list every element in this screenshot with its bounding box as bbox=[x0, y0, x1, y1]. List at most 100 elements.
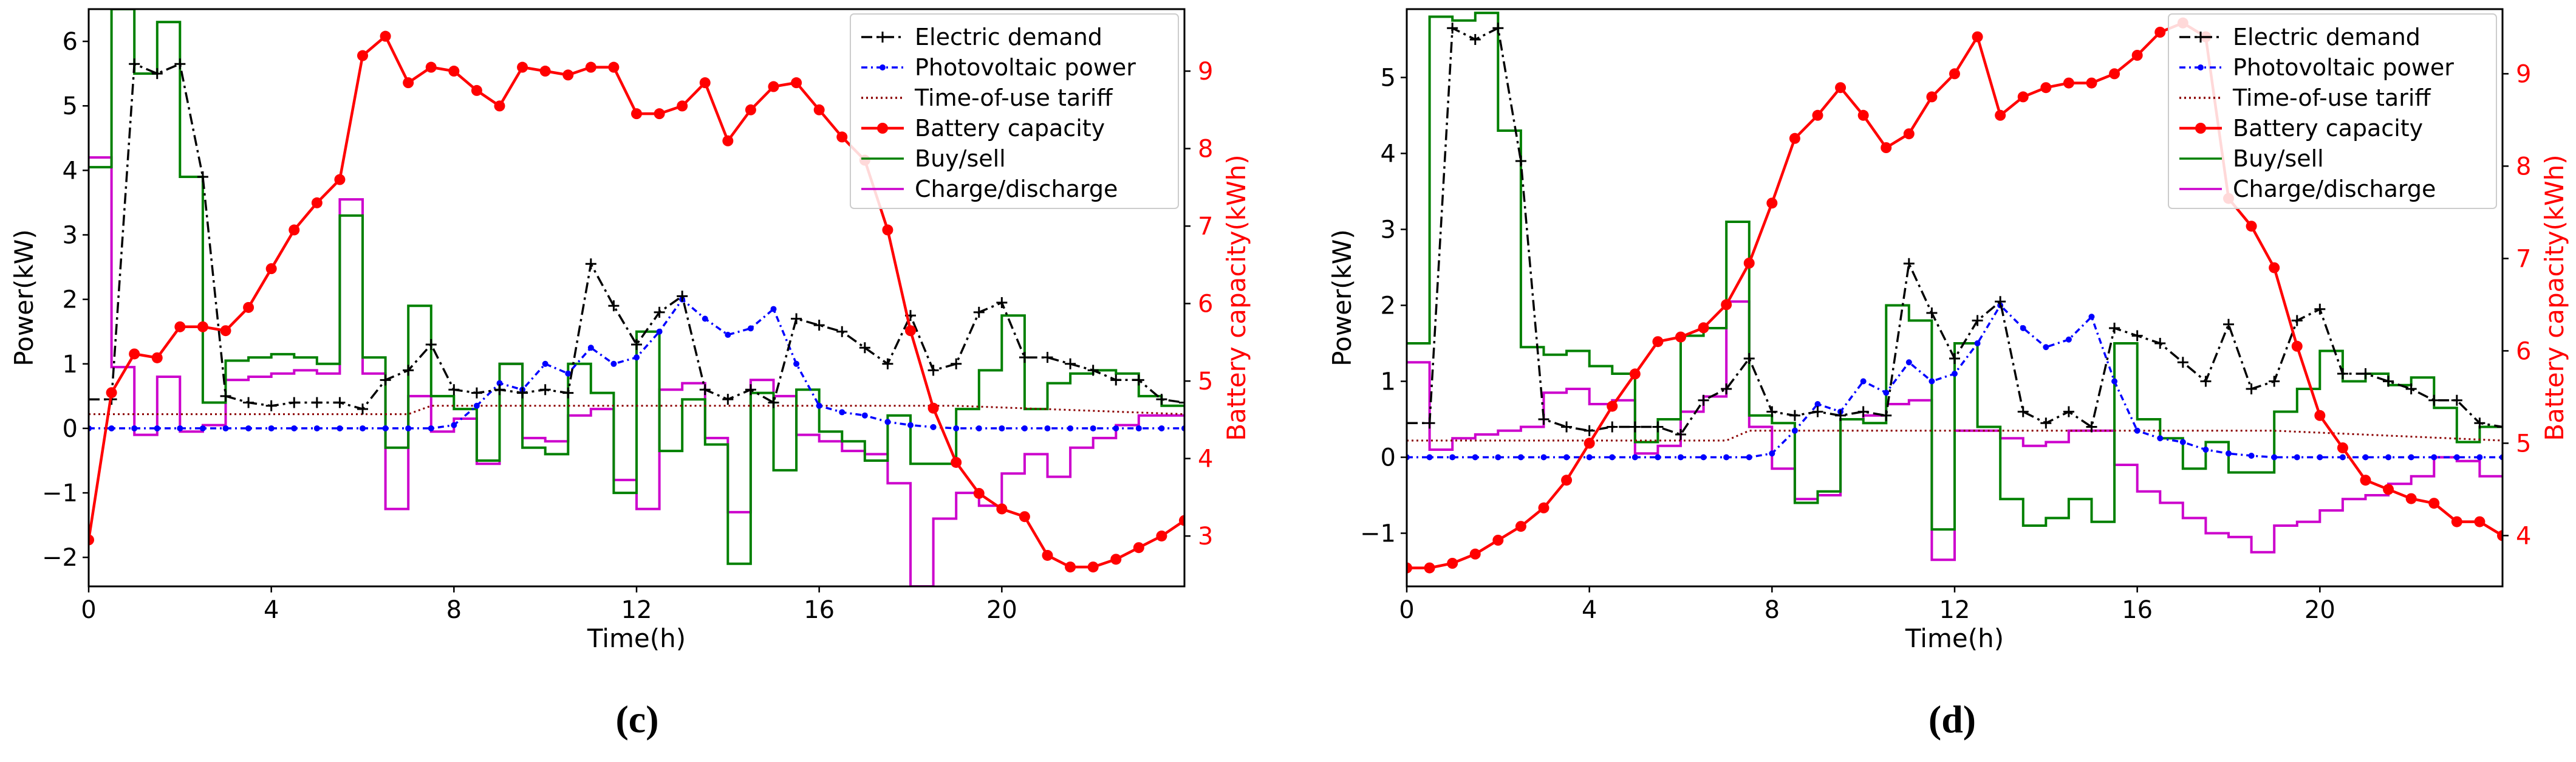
battery-point bbox=[1995, 109, 2006, 121]
pv-point bbox=[1021, 425, 1028, 431]
pv-point bbox=[2385, 454, 2392, 461]
battery-point bbox=[585, 61, 596, 73]
pv-point bbox=[1563, 454, 1570, 461]
battery-point bbox=[1447, 558, 1458, 569]
legend-item-battery: Battery capacity bbox=[861, 115, 1105, 142]
demand-point bbox=[813, 320, 825, 331]
y2-tick-label: 5 bbox=[1198, 368, 1213, 396]
pv-point bbox=[1655, 454, 1661, 461]
demand-point bbox=[2405, 383, 2417, 394]
buy-sell-series bbox=[1407, 12, 2503, 531]
battery-point bbox=[243, 301, 255, 313]
demand-point bbox=[2109, 323, 2120, 334]
y2-tick-label: 3 bbox=[1198, 523, 1213, 551]
battery-point bbox=[2269, 262, 2280, 273]
legend-marker-demand bbox=[2195, 32, 2206, 43]
battery-point bbox=[1835, 82, 1847, 94]
battery-point bbox=[951, 456, 962, 468]
battery-point bbox=[699, 77, 711, 89]
pv-point bbox=[1769, 450, 1775, 457]
pv-point bbox=[839, 409, 846, 416]
battery-point bbox=[768, 81, 779, 92]
battery-point bbox=[471, 84, 482, 96]
x-axis-label: Time(h) bbox=[1905, 623, 2004, 653]
battery-point bbox=[289, 224, 300, 236]
x-tick-label: 12 bbox=[621, 596, 652, 624]
battery-point bbox=[517, 61, 528, 73]
legend: Electric demand Photovoltaic power Time-of… bbox=[850, 13, 1179, 209]
demand-point bbox=[654, 306, 665, 318]
pv-point bbox=[2339, 454, 2346, 461]
legend-label-chargedis: Charge/discharge bbox=[2233, 176, 2436, 202]
pv-point bbox=[587, 345, 594, 351]
pv-point bbox=[610, 360, 617, 367]
demand-point bbox=[2474, 417, 2485, 429]
demand-point bbox=[2177, 357, 2188, 368]
x-tick-label: 12 bbox=[1939, 596, 1970, 624]
demand-point bbox=[836, 326, 848, 337]
pv-point bbox=[1791, 427, 1798, 434]
y-tick-label: −2 bbox=[42, 544, 78, 572]
pv-point bbox=[2408, 454, 2414, 461]
pv-point bbox=[2431, 454, 2438, 461]
battery-point bbox=[973, 487, 985, 499]
y2-tick-label: 6 bbox=[2516, 337, 2531, 365]
demand-point bbox=[1179, 397, 1184, 408]
y-tick-label: 0 bbox=[1381, 444, 1396, 472]
battery-point bbox=[311, 197, 323, 208]
demand-point bbox=[2497, 421, 2503, 433]
pv-point bbox=[2134, 427, 2140, 434]
demand-point bbox=[768, 397, 779, 408]
y-tick-label: 5 bbox=[1381, 64, 1396, 92]
demand-point bbox=[494, 384, 505, 396]
demand-point bbox=[1743, 353, 1755, 364]
battery-point bbox=[1698, 322, 1709, 334]
legend-label-battery: Battery capacity bbox=[2233, 115, 2423, 142]
pv-point bbox=[1814, 401, 1821, 407]
demand-point bbox=[722, 394, 734, 405]
battery-point bbox=[1584, 438, 1595, 449]
legend-item-pv: Photovoltaic power bbox=[2179, 54, 2454, 81]
battery-point bbox=[928, 402, 939, 414]
battery-point bbox=[1903, 128, 1915, 140]
pv-point bbox=[1090, 425, 1096, 431]
battery-point bbox=[1407, 562, 1412, 574]
demand-point bbox=[2040, 417, 2052, 429]
x-tick-label: 8 bbox=[1765, 596, 1780, 624]
demand-point bbox=[1857, 406, 1869, 417]
battery-point bbox=[2246, 221, 2257, 232]
pv-point bbox=[268, 425, 275, 431]
legend-item-chargedis: Charge/discharge bbox=[861, 176, 1118, 202]
pv-point bbox=[199, 425, 206, 431]
demand-point bbox=[2428, 394, 2440, 406]
battery-point bbox=[1561, 475, 1573, 486]
demand-point bbox=[1065, 358, 1076, 369]
pv-point bbox=[1113, 425, 1119, 431]
pv-point bbox=[1426, 454, 1433, 461]
demand-point bbox=[129, 58, 140, 70]
demand-point bbox=[1087, 365, 1099, 376]
demand-point bbox=[1538, 414, 1549, 425]
demand-point bbox=[1042, 352, 1053, 363]
pv-point bbox=[1631, 454, 1638, 461]
battery-point bbox=[1424, 562, 1435, 574]
pv-point bbox=[930, 424, 937, 430]
battery-point bbox=[722, 135, 734, 146]
pv-point bbox=[1517, 454, 1524, 461]
pv-point bbox=[291, 425, 298, 431]
pv-point bbox=[565, 370, 572, 377]
pv-point bbox=[131, 425, 138, 431]
demand-point bbox=[1156, 394, 1167, 405]
legend-item-tariff: Time-of-use tariff bbox=[2179, 84, 2431, 111]
demand-point bbox=[2086, 421, 2097, 433]
legend-item-buysell: Buy/sell bbox=[2179, 145, 2324, 172]
pv-point bbox=[337, 425, 343, 431]
pv-point bbox=[1883, 390, 1890, 396]
x-axis-label: Time(h) bbox=[587, 623, 686, 653]
battery-point bbox=[2428, 498, 2440, 509]
demand-point bbox=[1903, 258, 1915, 269]
y2-tick-label: 6 bbox=[1198, 290, 1213, 318]
demand-point bbox=[1926, 307, 1938, 318]
